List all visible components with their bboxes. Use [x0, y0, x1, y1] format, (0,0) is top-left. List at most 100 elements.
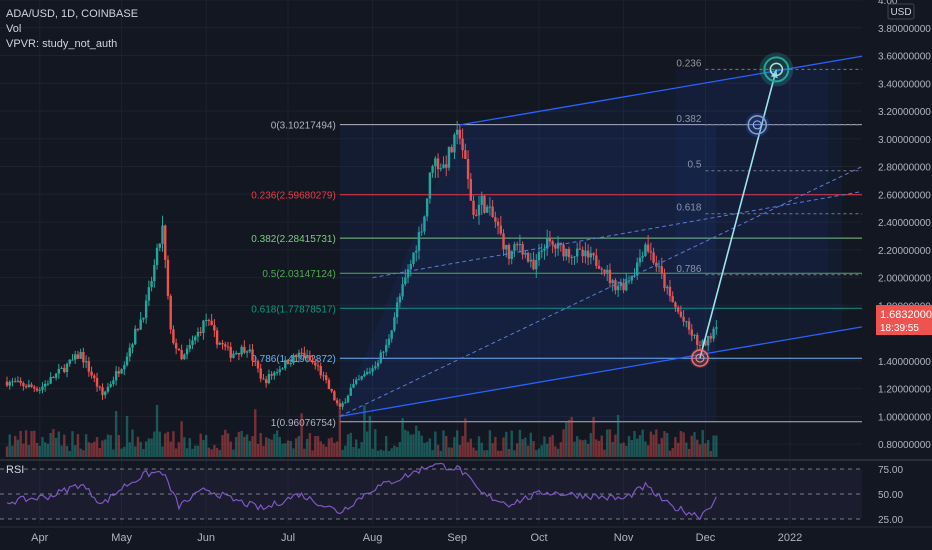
- volume-bar: [294, 438, 298, 457]
- volume-bar: [117, 435, 121, 457]
- volume-bar: [65, 445, 69, 457]
- candle-body: [185, 348, 189, 355]
- low-marker-ring[interactable]: [691, 349, 709, 367]
- time-tick-label[interactable]: Apr: [31, 532, 48, 544]
- volume-bar: [706, 440, 710, 457]
- candle-body: [709, 335, 713, 339]
- candle-body: [685, 321, 688, 323]
- volume-bar: [174, 448, 178, 457]
- candle-body: [483, 195, 486, 213]
- candle-body: [65, 363, 69, 372]
- channel-upper-line[interactable]: [459, 55, 863, 126]
- low-marker-fill: [689, 348, 710, 369]
- time-axis[interactable]: Apr May Jun Jul Aug Sep Oct Nov Dec 2022: [31, 532, 802, 544]
- candle-body: [548, 238, 552, 242]
- arrow-shaft[interactable]: [699, 69, 778, 359]
- time-tick-label[interactable]: Aug: [363, 532, 383, 544]
- time-tick-label[interactable]: Oct: [530, 532, 547, 544]
- volume-legend[interactable]: Vol: [6, 23, 21, 35]
- volume-bar: [84, 434, 88, 457]
- volume-bar: [136, 436, 140, 457]
- candle-body: [166, 259, 170, 296]
- price-tick-label: 2.20000000: [878, 246, 931, 257]
- volume-bar: [95, 437, 99, 457]
- time-tick-label[interactable]: Nov: [614, 532, 634, 544]
- volume-bar: [161, 446, 164, 457]
- secondary-target-ring[interactable]: [747, 115, 768, 135]
- candle-body: [245, 351, 249, 353]
- channel-lower-line[interactable]: [339, 326, 863, 418]
- candle-body: [57, 368, 61, 374]
- candle-body: [491, 206, 494, 218]
- volume-bar: [30, 431, 33, 457]
- candle-body: [712, 328, 715, 339]
- candle-body: [303, 352, 306, 359]
- candle-body: [480, 195, 483, 205]
- target-markers[interactable]: [689, 52, 794, 369]
- candle-body: [35, 388, 39, 391]
- volume-bar: [172, 431, 175, 457]
- volume-bar: [592, 417, 595, 457]
- volume-bar: [267, 438, 271, 457]
- volume-bar: [46, 443, 50, 457]
- extension-level-label: 0.786: [676, 264, 701, 275]
- channel[interactable]: [339, 55, 863, 418]
- candle-body: [616, 286, 620, 291]
- time-tick-label[interactable]: Dec: [696, 532, 716, 544]
- volume-bar: [237, 431, 241, 457]
- candle-body: [573, 256, 576, 258]
- volume-bar: [480, 442, 483, 457]
- candle-body: [52, 377, 55, 379]
- candle-body: [663, 273, 666, 289]
- candle-body: [390, 330, 393, 339]
- rsi-legend[interactable]: RSI: [6, 464, 24, 476]
- symbol-title[interactable]: ADA/USD, 1D, COINBASE: [6, 8, 138, 20]
- candle-body: [251, 349, 254, 361]
- time-tick-label[interactable]: May: [111, 532, 132, 544]
- candle-body: [112, 380, 115, 385]
- volume-bar: [22, 443, 25, 457]
- vpvr-legend[interactable]: VPVR: study_not_auth: [6, 38, 117, 50]
- candle-body: [243, 346, 246, 353]
- volume-bar: [693, 432, 696, 457]
- candle-body: [194, 336, 197, 341]
- volume-bar: [221, 434, 224, 457]
- volume-bar: [185, 448, 189, 457]
- candle-body: [229, 346, 232, 358]
- time-tick-label[interactable]: Sep: [447, 532, 467, 544]
- candle-body: [393, 317, 396, 331]
- candle-body: [562, 244, 565, 257]
- time-tick-label[interactable]: Jun: [197, 532, 215, 544]
- volume-bar: [447, 447, 451, 457]
- candle-body: [349, 387, 352, 396]
- volume-bar: [676, 442, 680, 457]
- candle-body: [30, 384, 33, 387]
- candle-body: [199, 331, 202, 334]
- candle-body: [5, 381, 9, 386]
- time-tick-label[interactable]: Jul: [281, 532, 295, 544]
- volume-bar: [458, 444, 462, 457]
- candle-body: [305, 355, 309, 359]
- channel-quarter-line[interactable]: [372, 191, 863, 279]
- candle-body: [158, 243, 161, 248]
- volume-bar: [147, 438, 151, 457]
- candle-body: [630, 276, 633, 281]
- volume-bar: [450, 447, 453, 457]
- volume-bar: [701, 430, 704, 457]
- volume-bar: [556, 448, 560, 457]
- currency-badge[interactable]: USD: [887, 3, 915, 20]
- candle-body: [545, 238, 549, 249]
- volume-bar: [428, 438, 432, 457]
- volume-bar: [584, 439, 587, 457]
- fib-extension[interactable]: 0.236 0.382 0.5 0.618 0.786: [675, 58, 862, 276]
- volume-bar: [439, 450, 442, 457]
- channel-median-line[interactable]: [339, 166, 863, 417]
- volume-bar: [264, 437, 268, 457]
- volume-bar: [412, 434, 415, 457]
- target-ring[interactable]: [763, 56, 790, 83]
- volume-bar: [393, 445, 396, 457]
- candle-body: [428, 172, 432, 199]
- volume-bar: [540, 445, 543, 457]
- time-tick-label[interactable]: 2022: [778, 532, 802, 544]
